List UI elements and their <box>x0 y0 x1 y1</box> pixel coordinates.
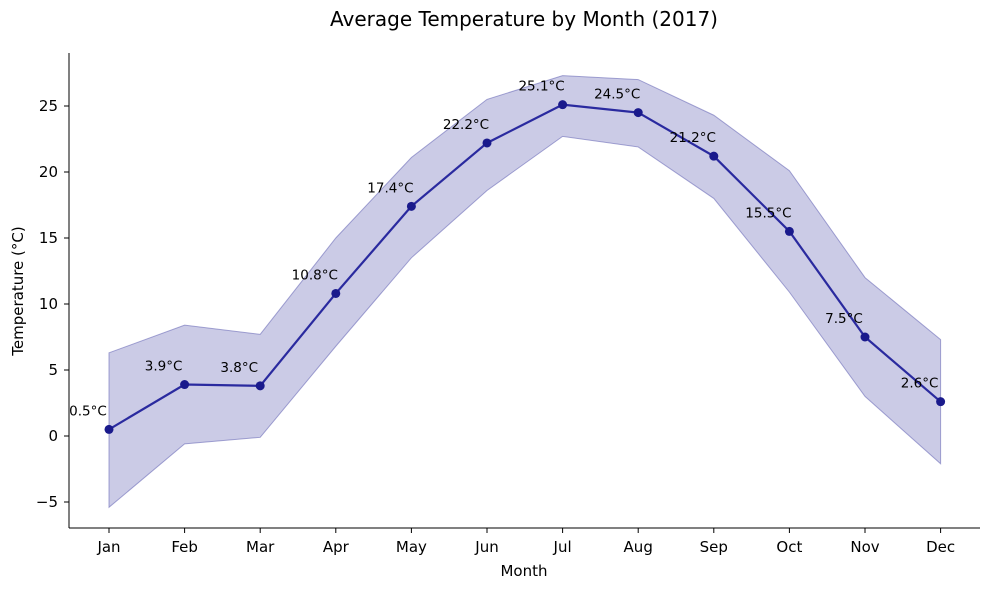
data-label-dec: 2.6°C <box>901 376 939 392</box>
data-point-feb <box>180 380 190 390</box>
x-tick-label-may: May <box>396 538 427 556</box>
temperature-line <box>108 103 942 431</box>
x-tick-label-nov: Nov <box>850 538 879 556</box>
chart-title: Average Temperature by Month (2017) <box>330 7 718 31</box>
x-tick-label-mar: Mar <box>246 538 275 556</box>
data-point-may <box>406 201 416 211</box>
temperature-range-band-layer <box>108 75 942 509</box>
x-tick-label-oct: Oct <box>776 538 802 556</box>
x-axis-label: Month <box>500 562 547 580</box>
x-tick-label-jul: Jul <box>553 538 572 556</box>
data-point-dec <box>936 397 946 407</box>
x-tick-label-aug: Aug <box>624 538 653 556</box>
data-point-oct <box>784 226 794 236</box>
y-ticks: −5 0 5 10 15 20 25 <box>36 97 69 511</box>
data-point-sep <box>709 151 719 161</box>
y-tick-label: −5 <box>36 493 58 511</box>
data-point-nov <box>860 332 870 342</box>
x-ticks: Jan Feb Mar Apr May Jun Jul Aug Sep Oct Nov Dec <box>96 528 955 556</box>
data-point-apr <box>331 288 341 298</box>
temperature-range-band <box>108 75 942 509</box>
data-label-apr: 10.8°C <box>292 267 338 283</box>
y-tick-label: 10 <box>39 295 58 313</box>
data-label-jul: 25.1°C <box>518 79 564 95</box>
axes <box>68 53 980 529</box>
data-point-jan <box>104 424 114 434</box>
y-tick-label: 20 <box>39 163 58 181</box>
y-tick-label: 0 <box>48 427 58 445</box>
data-point-mar <box>255 381 265 391</box>
data-label-layer: 0.5°C 3.9°C 3.8°C 10.8°C 17.4°C 22.2°C 25.1°C 2… <box>69 79 938 420</box>
x-tick-label-dec: Dec <box>926 538 955 556</box>
data-point-jul <box>558 100 568 110</box>
y-tick-label: 15 <box>39 229 58 247</box>
data-point-aug <box>633 108 643 118</box>
data-point-jun <box>482 138 492 148</box>
data-label-jan: 0.5°C <box>69 403 107 419</box>
x-tick-label-apr: Apr <box>323 538 350 556</box>
y-tick-label: 5 <box>48 361 58 379</box>
data-label-sep: 21.2°C <box>670 130 716 146</box>
x-tick-label-feb: Feb <box>171 538 198 556</box>
temperature-line-layer <box>108 103 942 431</box>
data-label-nov: 7.5°C <box>825 311 863 327</box>
data-label-aug: 24.5°C <box>594 87 640 103</box>
data-label-jun: 22.2°C <box>443 117 489 133</box>
data-label-feb: 3.9°C <box>145 359 183 375</box>
data-label-oct: 15.5°C <box>745 205 791 221</box>
data-label-mar: 3.8°C <box>220 360 258 376</box>
data-point-layer <box>104 100 946 434</box>
y-tick-label: 25 <box>39 97 58 115</box>
data-label-may: 17.4°C <box>367 180 413 196</box>
x-tick-label-jan: Jan <box>96 538 120 556</box>
y-axis-label: Temperature (°C) <box>9 226 27 356</box>
x-tick-label-sep: Sep <box>700 538 728 556</box>
x-tick-label-jun: Jun <box>474 538 498 556</box>
